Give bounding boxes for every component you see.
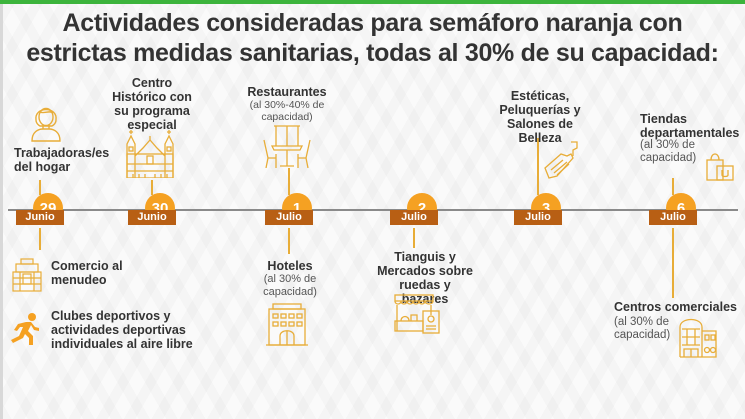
label-centros-comerciales: Centros comerciales xyxy=(614,300,737,314)
date-month: Julio xyxy=(649,210,697,225)
connector-line xyxy=(288,168,290,195)
connector-line xyxy=(413,228,415,248)
date-month: Julio xyxy=(390,210,438,225)
label-clubes-deportivos: Clubes deportivos y actividades deportiv… xyxy=(51,309,193,351)
left-border xyxy=(0,4,3,419)
note-restaurantes: (al 30%-40% de capacidad) xyxy=(249,99,325,123)
hotel-building-icon xyxy=(265,303,309,347)
connector-line xyxy=(288,228,290,254)
label-hoteles: Hoteles xyxy=(267,259,313,273)
top-accent-bar xyxy=(0,0,745,4)
label-restaurantes: Restaurantes xyxy=(247,85,327,99)
timeline-axis xyxy=(8,209,738,211)
label-tiendas-departamentales: Tiendas departamentales xyxy=(640,112,740,140)
note-hoteles: (al 30% de capacidad) xyxy=(263,273,317,298)
runner-icon xyxy=(8,312,40,346)
market-stall-icon xyxy=(393,293,443,335)
restaurant-table-icon xyxy=(262,124,312,168)
connector-line xyxy=(39,180,41,195)
title-line-2: estrictas medidas sanitarias, todas al 3… xyxy=(26,39,719,67)
connector-line xyxy=(151,180,153,195)
shopping-mall-icon xyxy=(678,315,718,359)
retail-store-icon xyxy=(12,258,42,292)
label-trabajadoras-hogar: Trabajadoras/es del hogar xyxy=(14,146,110,174)
date-month: Junio xyxy=(128,210,176,225)
connector-line xyxy=(39,228,41,250)
label-esteticas: Estéticas, Peluquerías y Salones de Bell… xyxy=(499,89,581,145)
title-line-1: Actividades consideradas para semáforo n… xyxy=(62,9,683,37)
cathedral-icon xyxy=(125,130,175,178)
label-comercio-menudeo: Comercio al menudeo xyxy=(51,259,123,287)
page-title: Actividades consideradas para semáforo n… xyxy=(0,8,745,68)
note-centros-comerciales: (al 30% de capacidad) xyxy=(614,316,671,341)
connector-line xyxy=(672,228,674,298)
date-month: Julio xyxy=(265,210,313,225)
label-centro-historico: Centro Histórico con su programa especia… xyxy=(112,76,192,132)
date-month: Julio xyxy=(514,210,562,225)
shopping-bags-icon xyxy=(705,150,735,182)
date-month: Junio xyxy=(16,210,64,225)
note-tiendas-departamentales: (al 30% de capacidad) xyxy=(640,139,697,164)
connector-line xyxy=(672,178,674,195)
connector-line xyxy=(537,138,539,195)
housekeeper-woman-icon xyxy=(30,100,62,142)
manicure-hand-icon xyxy=(543,140,585,180)
